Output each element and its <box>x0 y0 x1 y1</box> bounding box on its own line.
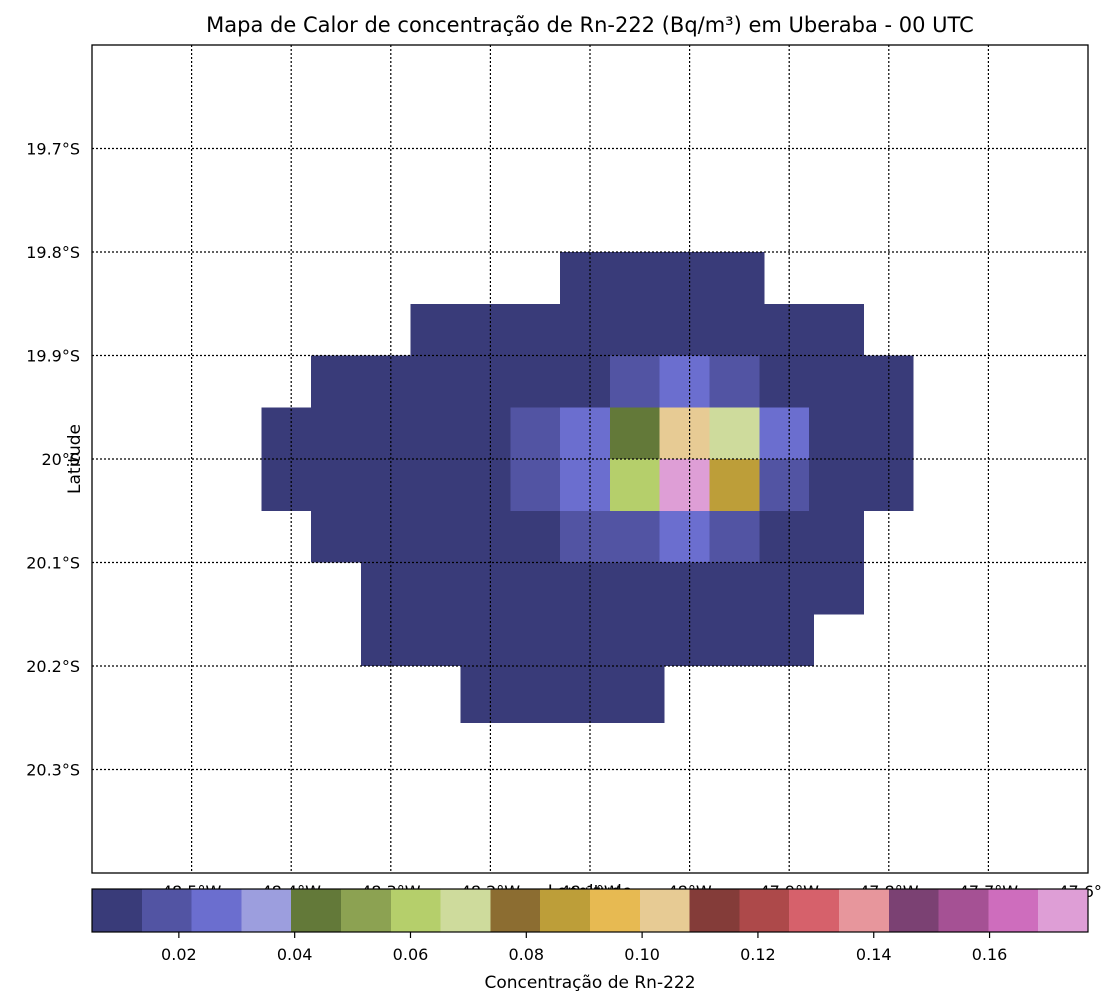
heatmap-cell <box>659 407 710 459</box>
heatmap-cell <box>659 510 710 563</box>
heatmap-cell <box>659 355 710 408</box>
y-tick-label: 19.8°S <box>26 243 80 262</box>
colorbar-ticks: 0.02 0.04 0.06 0.08 0.10 0.12 0.14 0.16 <box>161 932 1007 964</box>
colorbar-swatch <box>341 889 392 932</box>
colorbar-swatch <box>739 889 790 932</box>
colorbar-swatch <box>141 889 193 932</box>
heatmap-cell <box>709 355 760 408</box>
heatmap-cell <box>360 562 864 615</box>
heatmap-cell <box>759 407 810 459</box>
heatmap-cell <box>709 407 760 459</box>
chart-title: Mapa de Calor de concentração de Rn-222 … <box>206 13 974 37</box>
y-tick-label: 20.1°S <box>26 554 80 573</box>
heatmap-cell <box>709 510 760 563</box>
heatmap-cell <box>410 303 864 356</box>
colorbar-swatch <box>839 889 890 932</box>
colorbar-swatch <box>92 889 143 932</box>
colorbar-swatch <box>390 889 442 932</box>
heatmap-cell <box>360 614 815 666</box>
y-tick-label: 20°S <box>41 450 80 469</box>
colorbar-tick-label: 0.08 <box>508 945 544 964</box>
heatmap-cell <box>560 252 765 304</box>
heatmap-cell <box>759 459 810 511</box>
colorbar-swatch <box>241 889 292 932</box>
colorbar-swatch <box>1038 889 1089 932</box>
y-tick-label: 20.3°S <box>26 761 80 780</box>
heatmap-cells <box>261 252 914 723</box>
colorbar-swatch <box>490 889 541 932</box>
colorbar-swatch <box>291 889 342 932</box>
heatmap-cell <box>609 459 660 511</box>
colorbar-swatch <box>888 889 940 932</box>
colorbar-tick-label: 0.04 <box>277 945 313 964</box>
colorbar-tick-label: 0.02 <box>161 945 197 964</box>
colorbar-swatch <box>938 889 989 932</box>
colorbar-tick-label: 0.16 <box>972 945 1008 964</box>
heatmap-cell <box>609 355 660 408</box>
heatmap-cell <box>609 407 660 459</box>
y-tick-label: 19.9°S <box>26 347 80 366</box>
heatmap-cell <box>560 510 660 563</box>
y-axis-label: Latitude <box>65 424 85 494</box>
y-tick-labels: 19.7°S 19.8°S 19.9°S 20°S 20.1°S 20.2°S 20.3°S <box>26 140 80 780</box>
colorbar-swatch <box>540 889 591 932</box>
plot-frame <box>91 44 1089 874</box>
colorbar-tick-label: 0.06 <box>393 945 429 964</box>
colorbar-tick-label: 0.14 <box>856 945 892 964</box>
heatmap-cell <box>510 407 561 511</box>
gridlines <box>92 45 1088 873</box>
y-tick-label: 19.7°S <box>26 140 80 159</box>
colorbar-swatch <box>440 889 491 932</box>
colorbar <box>92 889 1089 932</box>
heatmap-cell <box>460 666 665 723</box>
colorbar-tick-label: 0.10 <box>624 945 660 964</box>
colorbar-tick-label: 0.12 <box>740 945 776 964</box>
y-tick-label: 20.2°S <box>26 657 80 676</box>
colorbar-swatch <box>639 889 691 932</box>
colorbar-swatch <box>689 889 740 932</box>
colorbar-swatch <box>789 889 840 932</box>
colorbar-swatch <box>590 889 641 932</box>
heatmap-cell <box>659 459 710 511</box>
colorbar-label: Concentração de Rn-222 <box>484 973 695 993</box>
colorbar-swatch <box>191 889 242 932</box>
colorbar-frame <box>91 888 1089 933</box>
heatmap-cell <box>709 459 760 511</box>
colorbar-swatch <box>988 889 1039 932</box>
